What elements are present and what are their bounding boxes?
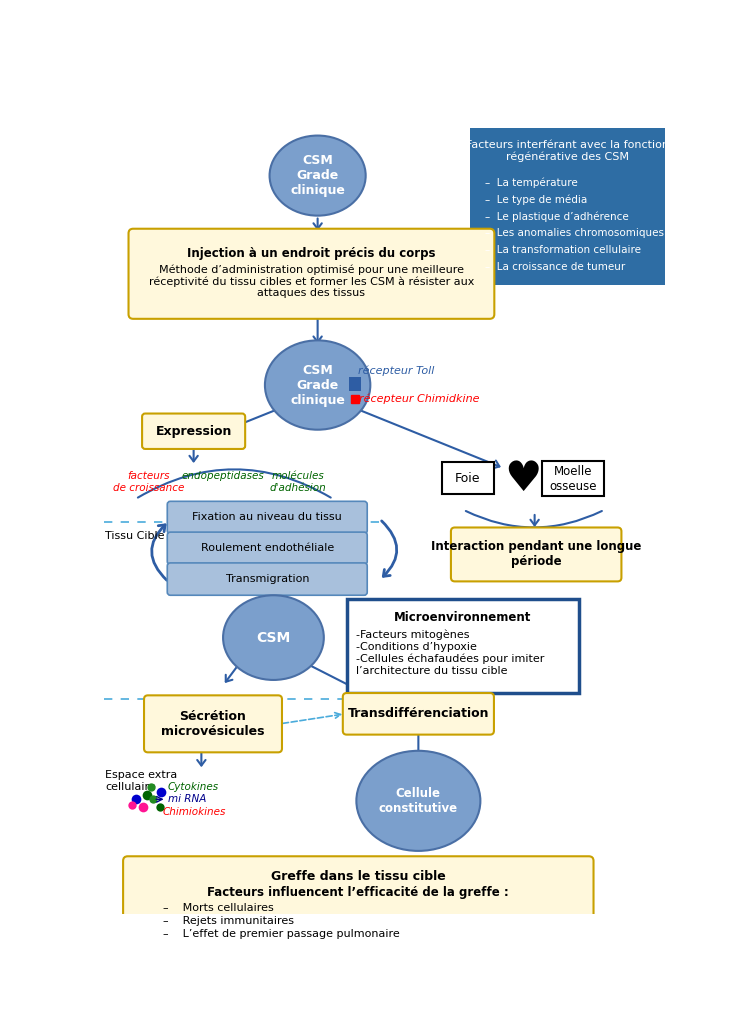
Ellipse shape [270,136,366,216]
FancyBboxPatch shape [343,693,494,734]
Text: Cytokines: Cytokines [168,782,219,792]
Text: CSM
Grade
clinique: CSM Grade clinique [291,364,345,407]
Ellipse shape [357,751,481,851]
Text: Interaction pendant une longue
période: Interaction pendant une longue période [431,540,641,568]
Text: Greffe dans le tissu cible: Greffe dans le tissu cible [271,870,446,883]
Text: Espace extra
cellulaire: Espace extra cellulaire [106,770,178,792]
Text: –  La transformation cellulaire: – La transformation cellulaire [485,244,641,255]
Text: Transmigration: Transmigration [225,574,309,584]
Text: Facteurs interférant avec la fonction
régénérative des CSM: Facteurs interférant avec la fonction ré… [466,140,669,162]
FancyBboxPatch shape [167,501,367,534]
Text: Chimiokines: Chimiokines [163,806,226,816]
Text: mi RNA: mi RNA [168,794,207,804]
Text: CSM: CSM [256,631,291,645]
FancyBboxPatch shape [167,532,367,565]
FancyBboxPatch shape [144,695,282,753]
Text: Roulement endothéliale: Roulement endothéliale [201,543,334,554]
Text: Fixation au niveau du tissu: Fixation au niveau du tissu [192,512,342,523]
Text: récepteur Chimidkine: récepteur Chimidkine [360,393,480,405]
FancyBboxPatch shape [142,414,245,449]
Text: –  Les anomalies chromosomiques: – Les anomalies chromosomiques [485,228,664,238]
Text: Injection à un endroit précis du corps: Injection à un endroit précis du corps [187,248,435,260]
Text: Cellule
constitutive: Cellule constitutive [379,787,458,814]
FancyBboxPatch shape [123,857,594,946]
Text: Tissu Cible: Tissu Cible [106,531,165,541]
FancyBboxPatch shape [441,462,494,494]
Text: facteurs
de croissance: facteurs de croissance [113,471,184,493]
FancyBboxPatch shape [542,460,604,496]
Ellipse shape [265,340,370,429]
Text: récepteur Toll: récepteur Toll [358,366,435,377]
Text: molécules
d'adhésion: molécules d'adhésion [270,471,327,493]
FancyBboxPatch shape [451,528,621,581]
Ellipse shape [223,596,324,680]
Text: Foie: Foie [455,472,481,486]
Text: –    Rejets immunitaires: – Rejets immunitaires [163,916,293,926]
Text: –  La croissance de tumeur: – La croissance de tumeur [485,262,626,272]
FancyBboxPatch shape [348,377,361,391]
Text: Facteurs influencent l’efficacité de la greffe :: Facteurs influencent l’efficacité de la … [207,885,509,899]
Text: Expression: Expression [155,425,232,438]
Text: Sécrétion
microvésicules: Sécrétion microvésicules [161,710,265,737]
Text: –  La température: – La température [485,177,578,188]
Text: –  Le plastique d’adhérence: – Le plastique d’adhérence [485,211,629,222]
Text: Moelle
osseuse: Moelle osseuse [550,465,597,493]
Text: –    Morts cellulaires: – Morts cellulaires [163,904,273,913]
Text: Microenvironnement: Microenvironnement [395,611,532,624]
Text: endopeptidases: endopeptidases [182,471,265,482]
Text: ♥: ♥ [504,458,542,500]
Text: -Facteurs mitogènes
-Conditions d’hypoxie
-Cellules échafaudées pour imiter
l’ar: -Facteurs mitogènes -Conditions d’hypoxi… [357,630,545,676]
Text: Méthode d’administration optimisé pour une meilleure
réceptivité du tissu cibles: Méthode d’administration optimisé pour u… [149,264,474,299]
Text: –  Le type de média: – Le type de média [485,194,587,204]
Text: Transdifférenciation: Transdifférenciation [348,708,489,720]
FancyBboxPatch shape [470,127,665,284]
FancyBboxPatch shape [347,599,579,693]
FancyBboxPatch shape [167,563,367,596]
Text: CSM
Grade
clinique: CSM Grade clinique [291,154,345,197]
FancyBboxPatch shape [129,229,494,318]
Text: –    L’effet de premier passage pulmonaire: – L’effet de premier passage pulmonaire [163,929,400,940]
